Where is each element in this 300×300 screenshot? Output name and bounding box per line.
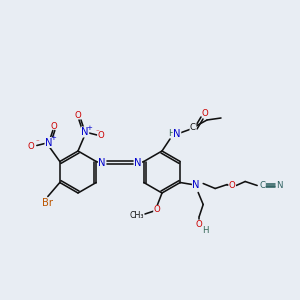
Text: N: N (45, 137, 52, 148)
Text: N: N (192, 181, 200, 190)
Text: C: C (190, 124, 196, 133)
Text: O: O (154, 206, 160, 214)
Text: O: O (50, 122, 57, 131)
Text: H: H (202, 226, 208, 235)
Text: N: N (81, 127, 89, 137)
Text: N: N (276, 181, 282, 190)
Text: O: O (229, 181, 236, 190)
Text: CH₃: CH₃ (130, 211, 144, 220)
Text: H: H (168, 130, 174, 139)
Text: ⁻: ⁻ (36, 140, 40, 146)
Text: N: N (98, 158, 106, 169)
Text: O: O (98, 131, 104, 140)
Text: O: O (75, 112, 81, 121)
Text: O: O (202, 109, 208, 118)
Text: N: N (134, 158, 142, 169)
Text: +: + (86, 125, 92, 131)
Text: N: N (173, 129, 181, 139)
Text: Br: Br (42, 197, 53, 208)
Text: O: O (27, 142, 34, 151)
Text: C: C (259, 181, 265, 190)
Text: ⁻: ⁻ (95, 129, 99, 135)
Text: +: + (50, 134, 56, 140)
Text: O: O (196, 220, 202, 229)
